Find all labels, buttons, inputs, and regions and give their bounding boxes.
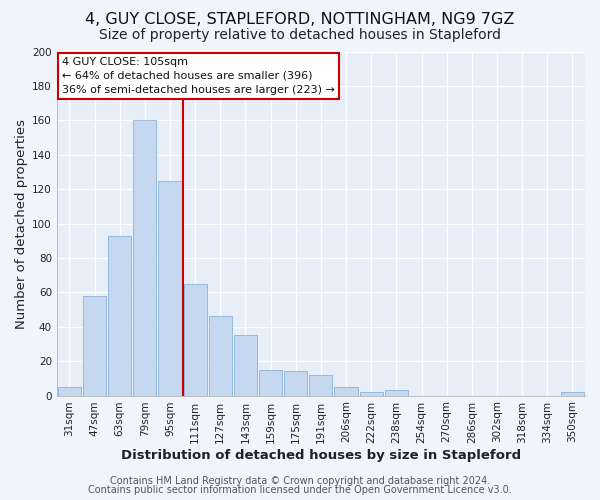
Bar — [133, 120, 157, 396]
Bar — [209, 316, 232, 396]
X-axis label: Distribution of detached houses by size in Stapleford: Distribution of detached houses by size … — [121, 450, 521, 462]
Bar — [58, 387, 81, 396]
Text: 4, GUY CLOSE, STAPLEFORD, NOTTINGHAM, NG9 7GZ: 4, GUY CLOSE, STAPLEFORD, NOTTINGHAM, NG… — [85, 12, 515, 28]
Bar — [334, 387, 358, 396]
Y-axis label: Number of detached properties: Number of detached properties — [15, 118, 28, 328]
Text: 4 GUY CLOSE: 105sqm
← 64% of detached houses are smaller (396)
36% of semi-detac: 4 GUY CLOSE: 105sqm ← 64% of detached ho… — [62, 56, 335, 94]
Bar — [158, 180, 182, 396]
Text: Size of property relative to detached houses in Stapleford: Size of property relative to detached ho… — [99, 28, 501, 42]
Bar — [561, 392, 584, 396]
Bar — [184, 284, 206, 396]
Bar — [108, 236, 131, 396]
Bar — [385, 390, 408, 396]
Bar — [83, 296, 106, 396]
Bar — [359, 392, 383, 396]
Text: Contains public sector information licensed under the Open Government Licence v3: Contains public sector information licen… — [88, 485, 512, 495]
Bar — [259, 370, 282, 396]
Bar — [284, 372, 307, 396]
Text: Contains HM Land Registry data © Crown copyright and database right 2024.: Contains HM Land Registry data © Crown c… — [110, 476, 490, 486]
Bar — [310, 375, 332, 396]
Bar — [234, 336, 257, 396]
